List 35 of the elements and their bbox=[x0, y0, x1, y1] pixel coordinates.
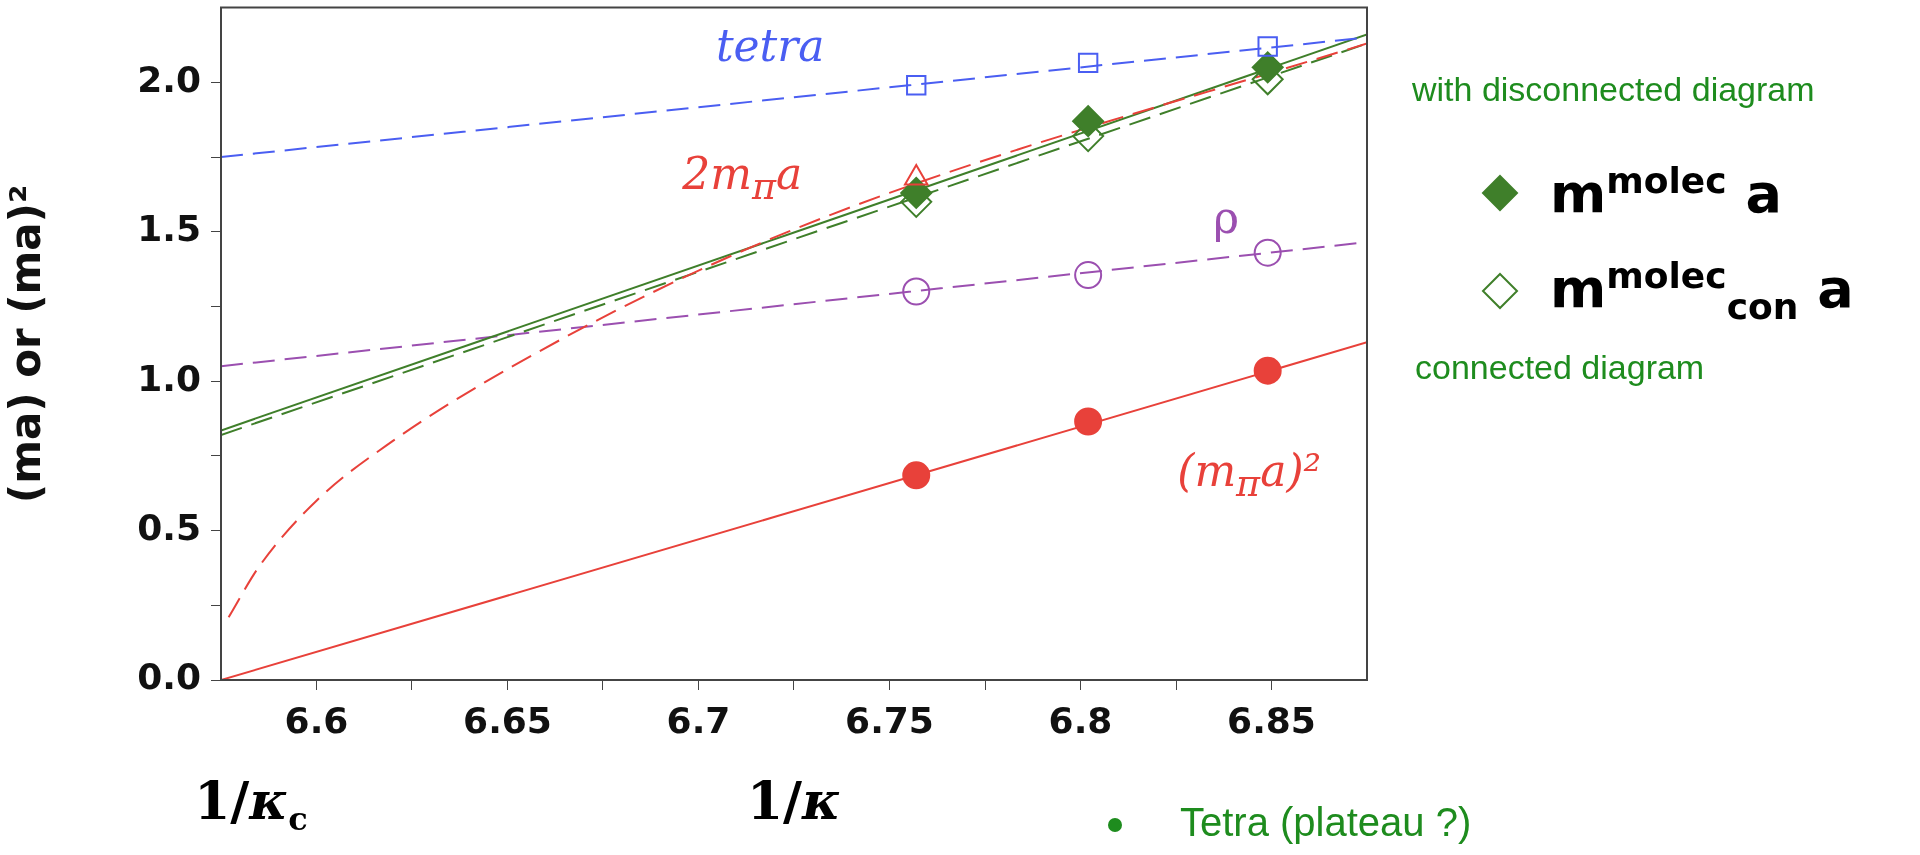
y-tick-label: 1.5 bbox=[137, 208, 201, 250]
series-label: tetra bbox=[715, 19, 825, 71]
y-tick-label: 0.0 bbox=[137, 656, 201, 698]
point bbox=[1074, 261, 1103, 290]
point bbox=[1074, 407, 1103, 436]
legend-label: m$^{molec}$$_{con}$ a bbox=[1550, 255, 1854, 327]
text: 1/κ$_{c}$ bbox=[194, 770, 308, 839]
x-axis-title: 1/κ bbox=[746, 770, 842, 831]
point bbox=[906, 75, 927, 96]
y-tick-label: 0.5 bbox=[137, 506, 201, 548]
x-tick-label: 6.65 bbox=[463, 699, 552, 741]
x-tick-label: 6.7 bbox=[666, 699, 731, 741]
y-tick-label: 1.0 bbox=[137, 357, 201, 399]
text: with disconnected diagram bbox=[1412, 70, 1815, 109]
x-tick-label: 6.85 bbox=[1227, 699, 1316, 741]
point bbox=[1251, 51, 1284, 84]
point bbox=[1253, 356, 1282, 385]
point bbox=[1253, 238, 1282, 267]
point bbox=[1077, 52, 1099, 74]
point bbox=[902, 277, 931, 306]
y-axis-title: (ma) or (ma)² bbox=[1, 184, 51, 503]
series-label: ρ bbox=[1213, 191, 1240, 242]
point bbox=[1257, 36, 1278, 57]
x-tick-label: 6.8 bbox=[1048, 699, 1113, 741]
text: 2m$_{π}$a bbox=[682, 148, 803, 208]
y-tick-label: 2.0 bbox=[137, 58, 201, 100]
legend-label: m$^{molec}$ a bbox=[1550, 160, 1782, 225]
point bbox=[900, 176, 933, 209]
point bbox=[902, 461, 931, 490]
x-tick-label: 6.6 bbox=[284, 699, 349, 741]
x-tick-label: 6.75 bbox=[845, 699, 934, 741]
series-label: (m$_{π}$a)² bbox=[1177, 445, 1322, 506]
text: Tetra (plateau ?) bbox=[1180, 800, 1472, 845]
text: connected diagram bbox=[1415, 348, 1705, 387]
point bbox=[1072, 105, 1105, 138]
